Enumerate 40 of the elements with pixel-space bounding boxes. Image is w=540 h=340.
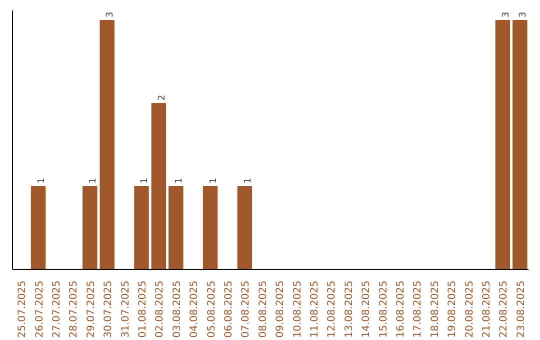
x-tick-label: 10.08.2025 [292, 280, 304, 338]
x-tick-label: 30.07.2025 [103, 280, 114, 338]
x-tick-label: 27.07.2025 [52, 280, 62, 338]
x-tick-label: 22.08.2025 [498, 280, 510, 338]
x-tick-label: 29.07.2025 [86, 280, 97, 338]
data-label: 3 [501, 12, 512, 18]
data-label: 1 [88, 178, 98, 184]
x-tick-label: 04.08.2025 [189, 280, 200, 338]
x-tick-label: 08.08.2025 [258, 280, 269, 338]
x-tick-label: 11.08.2025 [310, 280, 320, 338]
x-tick-label: 12.08.2025 [326, 280, 338, 338]
x-tick-label: 18.08.2025 [430, 280, 441, 338]
x-tick-label: 19.08.2025 [447, 280, 458, 338]
data-label: 2 [157, 94, 168, 100]
x-tick-label: 05.08.2025 [206, 280, 218, 338]
x-tick-label: 31.07.2025 [120, 280, 132, 338]
x-tick-label: 17.08.2025 [412, 280, 424, 338]
data-label: 3 [518, 12, 528, 18]
x-tick-label: 25.07.2025 [17, 280, 28, 338]
x-tick-label: 15.08.2025 [378, 280, 390, 338]
x-tick-label: 07.08.2025 [240, 280, 252, 338]
data-label: 1 [208, 178, 219, 184]
x-tick-label: 16.08.2025 [396, 280, 406, 338]
x-tick-label: 23.08.2025 [516, 280, 527, 338]
x-tick-label: 13.08.2025 [344, 280, 355, 338]
x-tick-label: 21.08.2025 [482, 280, 492, 338]
x-tick-label: 26.07.2025 [34, 280, 46, 338]
data-label: 1 [36, 178, 47, 184]
x-tick-label: 06.08.2025 [224, 280, 234, 338]
data-label: 1 [243, 178, 254, 184]
x-tick-label: 01.08.2025 [138, 280, 148, 338]
x-tick-label: 28.07.2025 [68, 280, 80, 338]
x-tick-label: 02.08.2025 [154, 280, 166, 338]
x-tick-label: 14.08.2025 [361, 280, 372, 338]
x-tick-label: 20.08.2025 [464, 280, 476, 338]
data-label: 1 [174, 178, 184, 184]
x-tick-label: 09.08.2025 [275, 280, 286, 338]
data-label: 3 [106, 12, 116, 18]
x-tick-label: 03.08.2025 [172, 280, 183, 338]
data-label: 1 [140, 178, 150, 184]
